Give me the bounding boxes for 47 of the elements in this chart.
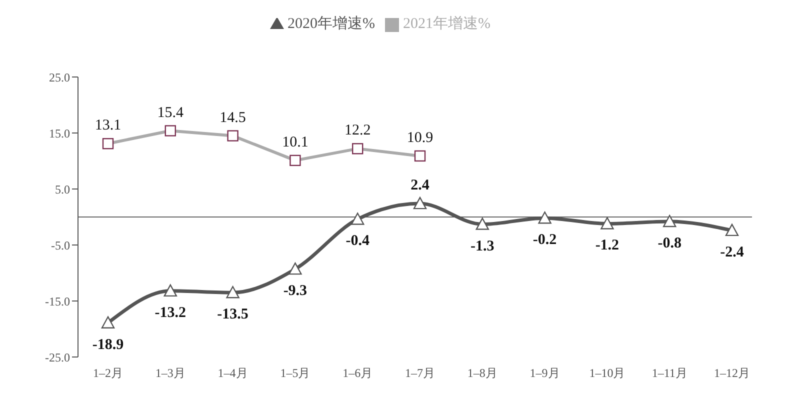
data-label: -0.2 xyxy=(532,232,557,248)
point xyxy=(351,212,364,225)
data-label: 10.9 xyxy=(406,130,434,146)
y-tick-label: 5.0 xyxy=(55,182,70,196)
data-label: 14.5 xyxy=(220,110,246,126)
x-tick-label: 1–6月 xyxy=(342,366,373,380)
x-tick-label: 1–5月 xyxy=(280,366,310,380)
data-label: -13.5 xyxy=(217,306,248,323)
data-label: 2.4 xyxy=(410,178,430,194)
point xyxy=(164,284,177,297)
legend-label: 2020年增速% xyxy=(288,16,375,32)
y-tick-label: 25.0 xyxy=(49,70,70,84)
y-tick-label: -15.0 xyxy=(45,294,70,308)
data-label: -2.4 xyxy=(720,244,744,260)
x-tick-label: 1–11月 xyxy=(652,366,688,380)
point xyxy=(600,217,614,230)
y-tick-label: -5.0 xyxy=(51,238,70,252)
data-label: -9.3 xyxy=(283,283,308,300)
data-label: 10.1 xyxy=(282,134,308,150)
data-label: -1.3 xyxy=(470,238,494,254)
x-tick-label: 1–12月 xyxy=(714,366,750,380)
point xyxy=(725,224,739,236)
data-label: -13.2 xyxy=(154,304,186,321)
point xyxy=(476,218,489,230)
y-tick-label: 15.0 xyxy=(49,126,70,140)
point xyxy=(226,286,240,298)
point xyxy=(413,196,427,210)
point xyxy=(101,316,115,328)
x-tick-label: 1–10月 xyxy=(589,366,626,380)
data-label: -1.2 xyxy=(595,238,620,254)
x-tick-label: 1–7月 xyxy=(405,366,435,380)
point xyxy=(288,262,302,275)
data-label: -0.8 xyxy=(658,235,682,252)
data-label: -0.4 xyxy=(346,233,370,250)
data-label: 12.2 xyxy=(344,122,371,139)
x-tick-label: 1–3月 xyxy=(155,366,186,380)
x-tick-label: 1–4月 xyxy=(218,366,248,380)
x-tick-label: 1–2月 xyxy=(93,366,123,380)
x-tick-label: 1–9月 xyxy=(530,366,560,380)
y-tick-label: -25.0 xyxy=(45,350,70,364)
x-tick-label: 1–8月 xyxy=(467,366,498,380)
data-label: 13.1 xyxy=(94,118,122,134)
data-label: -18.9 xyxy=(92,336,124,353)
data-label: 15.4 xyxy=(157,104,184,121)
legend-label: 2021年增速% xyxy=(403,16,490,32)
point xyxy=(663,214,676,228)
point xyxy=(538,212,552,224)
